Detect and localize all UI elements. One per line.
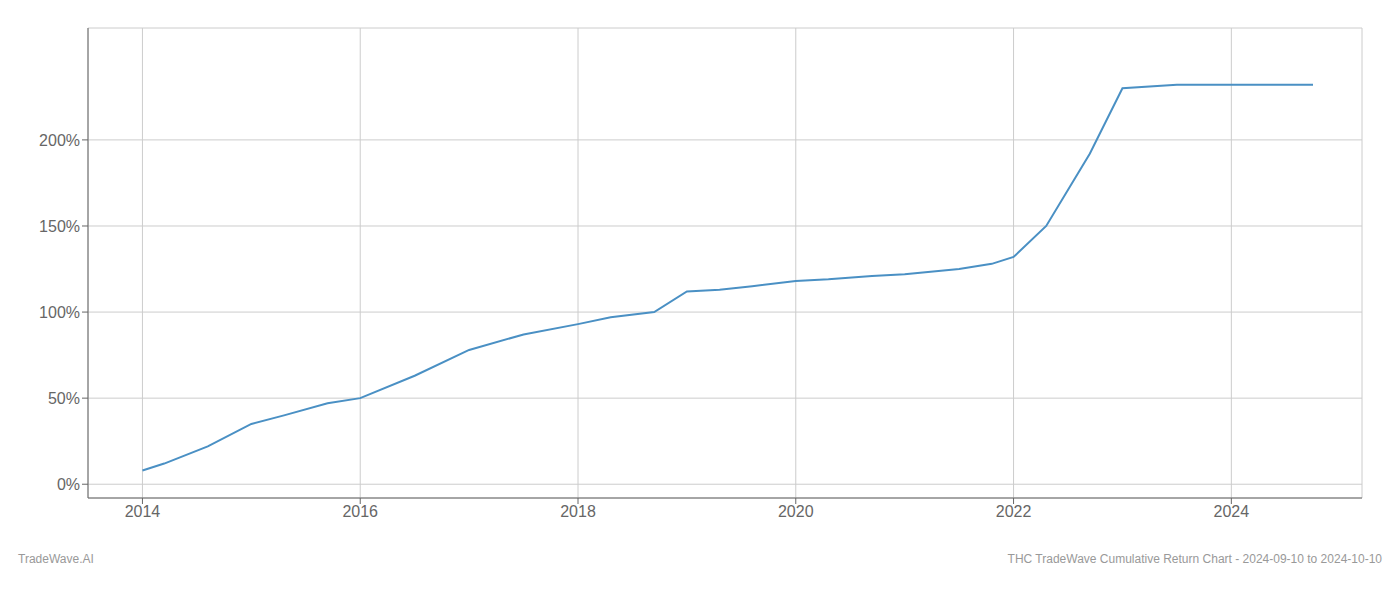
svg-text:200%: 200% [39, 132, 80, 149]
svg-text:100%: 100% [39, 304, 80, 321]
svg-text:150%: 150% [39, 218, 80, 235]
svg-text:0%: 0% [57, 476, 80, 493]
svg-text:2018: 2018 [560, 503, 596, 520]
svg-text:2020: 2020 [778, 503, 814, 520]
svg-text:50%: 50% [48, 390, 80, 407]
svg-text:2014: 2014 [125, 503, 161, 520]
svg-text:2022: 2022 [996, 503, 1032, 520]
svg-text:2024: 2024 [1214, 503, 1250, 520]
svg-text:2016: 2016 [342, 503, 378, 520]
html-text:THC TradeWave Cumulative Retur: THC TradeWave Cumulative Return Chart - … [1007, 552, 1382, 566]
html-text:TradeWave.AI: TradeWave.AI [18, 552, 94, 566]
